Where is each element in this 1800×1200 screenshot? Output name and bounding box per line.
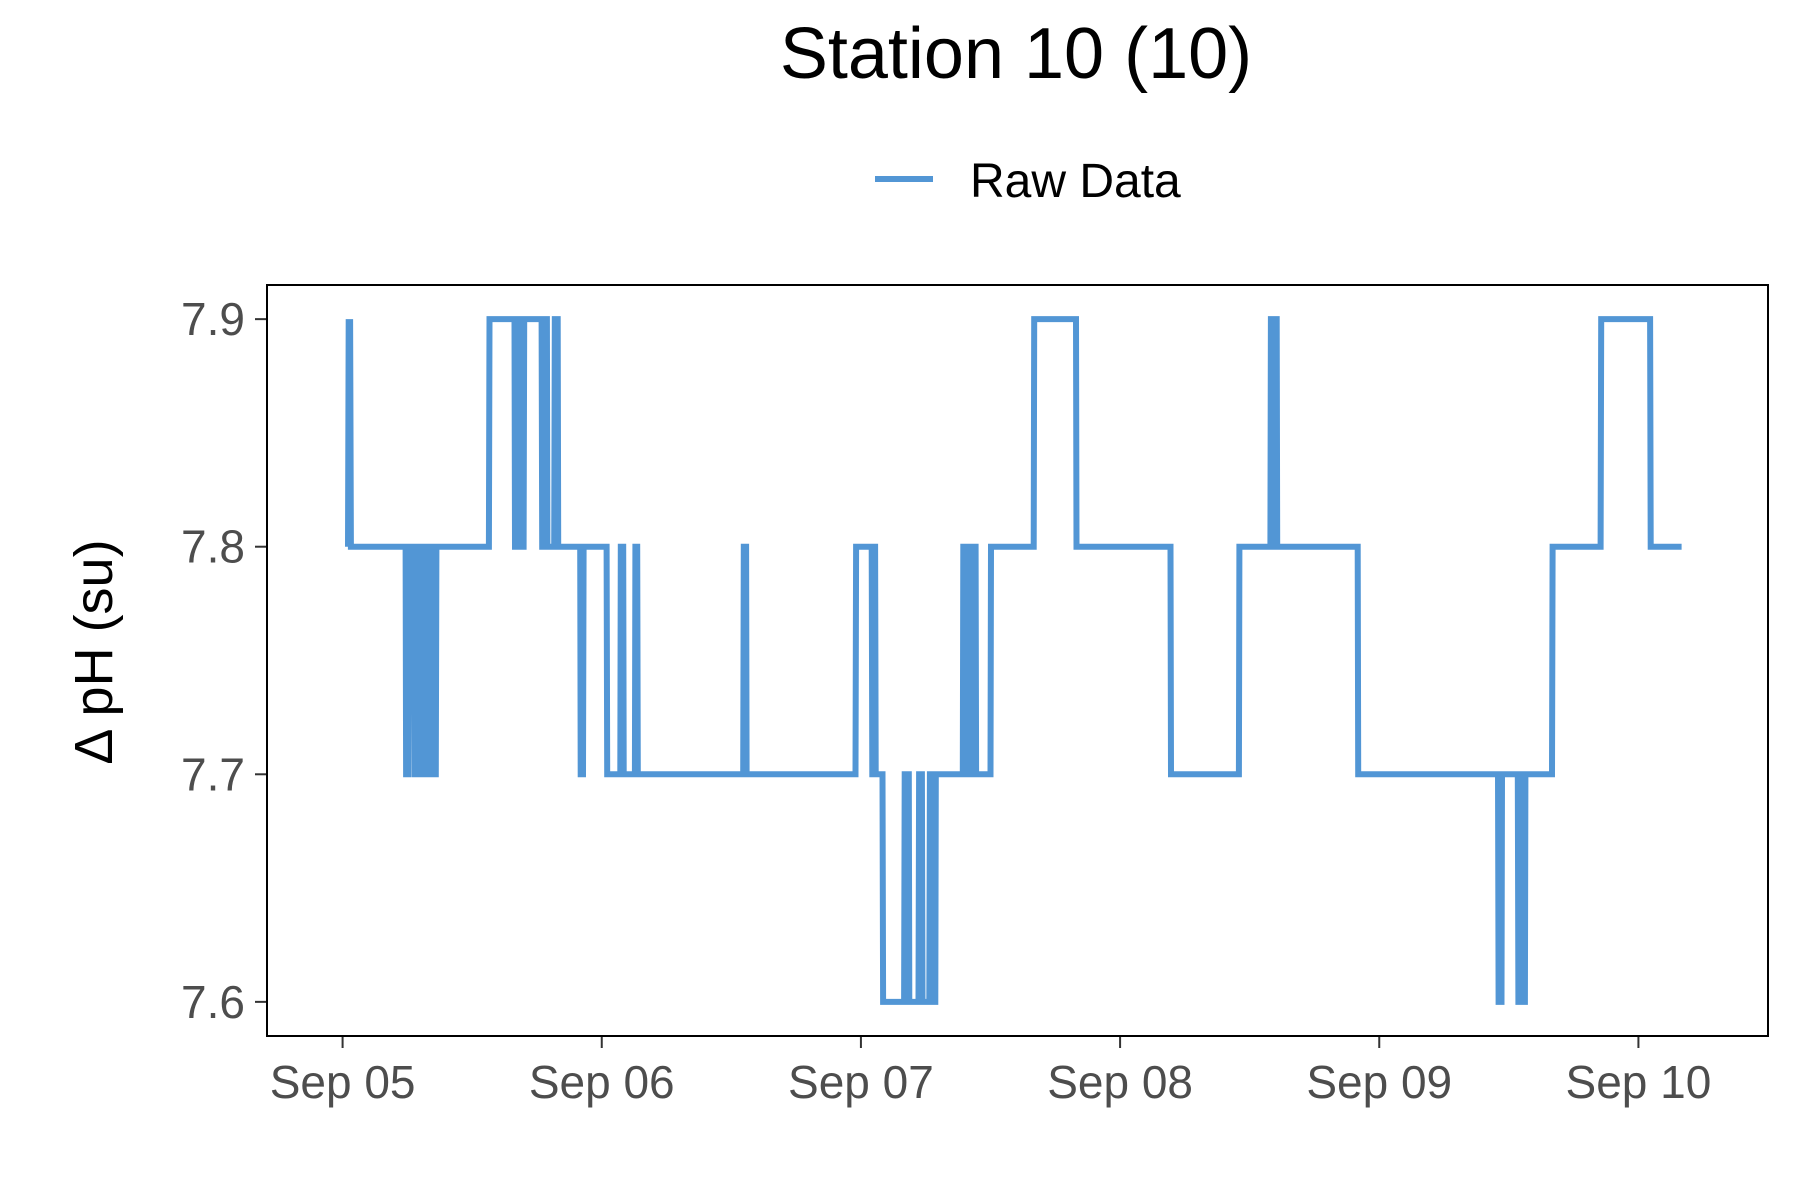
y-tick-label: 7.7 [181, 748, 245, 800]
y-tick-label: 7.9 [181, 293, 245, 345]
x-tick-label: Sep 05 [270, 1056, 416, 1108]
legend: Raw Data [875, 155, 1181, 208]
plot-panel-border [266, 284, 1769, 1037]
x-axis: Sep 05 Sep 06 Sep 07 Sep 08 Sep 09 Sep 10 [270, 1036, 1712, 1108]
chart-title: Station 10 (10) [780, 14, 1252, 94]
plot-area [345, 316, 1682, 1005]
x-tick-label: Sep 06 [529, 1056, 675, 1108]
x-tick-label: Sep 07 [788, 1056, 934, 1108]
y-tick-label: 7.8 [181, 521, 245, 573]
y-tick-label: 7.6 [181, 976, 245, 1028]
y-axis-title: Δ pH (su) [64, 539, 124, 764]
x-tick-label: Sep 10 [1566, 1056, 1712, 1108]
y-axis: 7.6 7.7 7.8 7.9 [181, 293, 267, 1028]
x-tick-label: Sep 08 [1047, 1056, 1193, 1108]
legend-label-raw-data: Raw Data [970, 155, 1181, 208]
series-line-raw-data [345, 316, 1682, 1005]
x-tick-label: Sep 09 [1306, 1056, 1452, 1108]
